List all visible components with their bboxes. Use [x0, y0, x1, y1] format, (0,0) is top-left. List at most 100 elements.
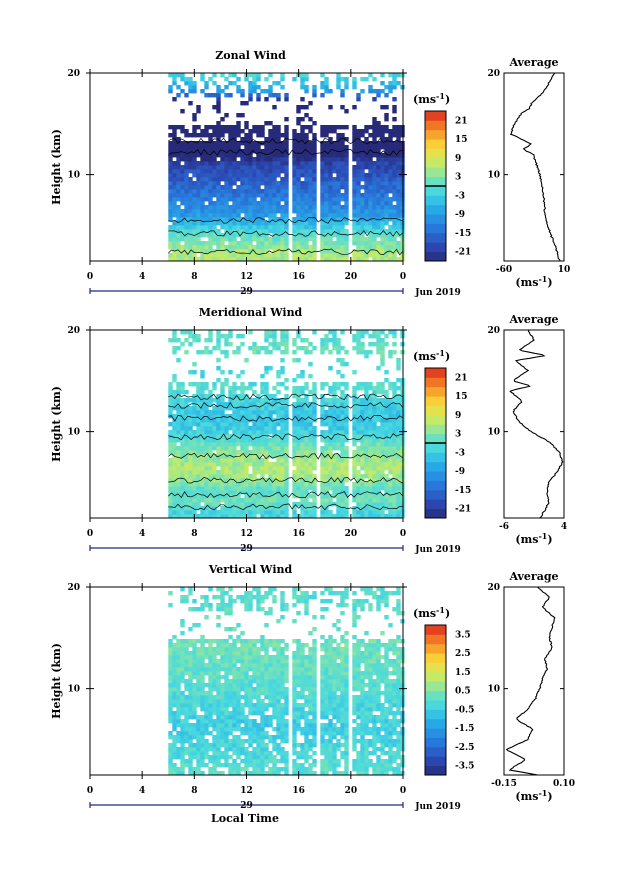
heatmap-cell [252, 193, 257, 198]
heatmap-cell [352, 125, 357, 130]
heatmap-cell [192, 506, 197, 511]
heatmap-cell [216, 450, 221, 455]
heatmap-cell [392, 197, 397, 202]
heatmap-cell [232, 739, 237, 744]
heatmap-cell [308, 209, 313, 214]
heatmap-cell [332, 245, 337, 250]
heatmap-cell [228, 663, 233, 668]
colorbar-band [425, 157, 446, 168]
heatmap-cell [392, 105, 397, 110]
y-axis-label: Height (km) [50, 129, 63, 205]
heatmap-cell [216, 338, 221, 343]
heatmap-cell [208, 502, 213, 507]
heatmap-cell [256, 414, 261, 419]
heatmap-cell [312, 157, 317, 162]
heatmap-cell [280, 442, 285, 447]
heatmap-cell [188, 627, 193, 632]
heatmap-cell [252, 454, 257, 459]
heatmap-cell [180, 330, 185, 335]
heatmap-cell [332, 129, 337, 134]
heatmap-cell [216, 490, 221, 495]
heatmap-cell [368, 177, 373, 182]
heatmap-cell [300, 386, 305, 391]
heatmap-cell [280, 506, 285, 511]
heatmap-cell [196, 422, 201, 427]
heatmap-cell [180, 731, 185, 736]
heatmap-cell [224, 675, 229, 680]
heatmap-cell [356, 153, 361, 158]
heatmap-cell [240, 394, 245, 399]
heatmap-cell [220, 490, 225, 495]
heatmap-cell [328, 330, 333, 335]
heatmap-cell [192, 338, 197, 343]
heatmap-cell [228, 390, 233, 395]
heatmap-cell [260, 157, 265, 162]
heatmap-cell [284, 330, 289, 335]
heatmap-cell [312, 498, 317, 503]
heatmap-cell [340, 398, 345, 403]
heatmap-cell [212, 514, 217, 519]
heatmap-cell [188, 422, 193, 427]
heatmap-cell [376, 257, 381, 262]
heatmap-cell [200, 743, 205, 748]
heatmap-cell [248, 89, 253, 94]
heatmap-cell [312, 181, 317, 186]
heatmap-cell [220, 73, 225, 78]
heatmap-cell [304, 470, 309, 475]
heatmap-cell [184, 185, 189, 190]
heatmap-cell [308, 141, 313, 146]
heatmap-cell [232, 257, 237, 262]
heatmap-cell [176, 514, 181, 519]
contour-line [168, 433, 404, 441]
heatmap-cell [328, 137, 333, 142]
heatmap-cell [208, 747, 213, 752]
heatmap-cell [228, 169, 233, 174]
heatmap-cell [372, 406, 377, 411]
heatmap-cell [232, 81, 237, 86]
heatmap-cell [176, 209, 181, 214]
heatmap-cell [380, 201, 385, 206]
heatmap-cell [372, 97, 377, 102]
heatmap-cell [396, 197, 401, 202]
heatmap-cell [256, 350, 261, 355]
heatmap-cell [176, 462, 181, 467]
heatmap-cell [364, 177, 369, 182]
heatmap-cell [228, 233, 233, 238]
heatmap-cell [172, 185, 177, 190]
heatmap-cell [196, 233, 201, 238]
heatmap-cell [200, 478, 205, 483]
heatmap-cell [244, 209, 249, 214]
heatmap-cell [392, 245, 397, 250]
heatmap-cell [200, 426, 205, 431]
heatmap-cell [208, 149, 213, 154]
heatmap-cell [308, 197, 313, 202]
heatmap-cell [240, 157, 245, 162]
heatmap-cell [380, 446, 385, 451]
heatmap-cell [172, 81, 177, 86]
heatmap-cell [192, 687, 197, 692]
heatmap-cell [236, 213, 241, 218]
heatmap-cell [192, 715, 197, 720]
heatmap-cell [336, 406, 341, 411]
heatmap-cell [356, 197, 361, 202]
heatmap-cell [304, 245, 309, 250]
heatmap-cell [320, 81, 325, 86]
heatmap-cell [284, 177, 289, 182]
heatmap-cell [244, 233, 249, 238]
heatmap-cell [344, 197, 349, 202]
heatmap-cell [252, 482, 257, 487]
heatmap-cell [212, 486, 217, 491]
heatmap-cell [332, 189, 337, 194]
heatmap-cell [240, 141, 245, 146]
heatmap-cell [200, 687, 205, 692]
heatmap-cell [360, 257, 365, 262]
heatmap-cell [252, 663, 257, 668]
heatmap-cell [240, 675, 245, 680]
heatmap-cell [384, 117, 389, 122]
heatmap-cell [328, 193, 333, 198]
heatmap-cell [240, 181, 245, 186]
heatmap-cell [312, 330, 317, 335]
heatmap-cell [256, 165, 261, 170]
heatmap-cell [208, 217, 213, 222]
heatmap-cell [244, 462, 249, 467]
